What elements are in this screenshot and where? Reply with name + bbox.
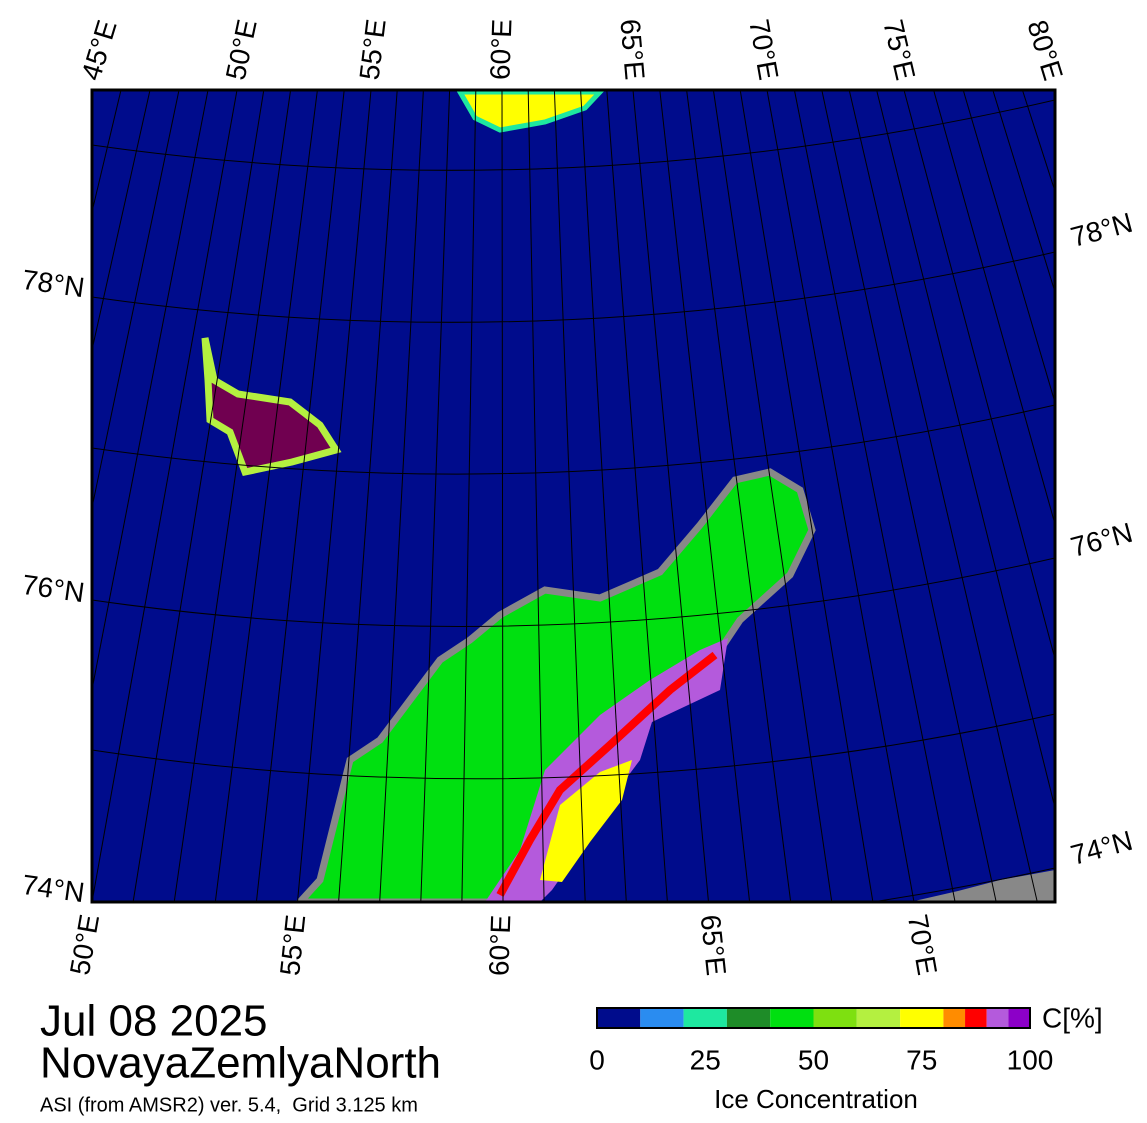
lat-label: 76°N — [1067, 517, 1135, 563]
colorbar-bin — [1008, 1008, 1030, 1028]
land-gray — [910, 870, 1055, 902]
date: Jul 08 2025 — [40, 997, 268, 1046]
lat-label: 78°N — [1067, 207, 1135, 253]
lon-label: 70°E — [902, 912, 943, 977]
parallel — [92, 557, 1055, 627]
colorbar: 0 25 50 75 100 — [589, 1007, 1054, 1075]
colorbar-tick-label: 0 — [589, 1044, 605, 1075]
meridian — [338, 90, 398, 902]
colorbar-bin — [597, 1008, 641, 1028]
meridian — [962, 90, 1055, 405]
lon-label: 65°E — [695, 913, 732, 977]
meridian — [793, 90, 956, 902]
meridian — [461, 90, 477, 902]
lon-label: 70°E — [743, 17, 784, 82]
colorbar-bin — [965, 1008, 987, 1028]
meridian — [659, 90, 751, 902]
meridian — [92, 90, 180, 510]
meridian — [255, 90, 345, 902]
parallel — [92, 867, 1055, 902]
meridian — [92, 90, 238, 902]
colorbar-tick-label: 25 — [690, 1044, 721, 1075]
meridian — [821, 90, 997, 902]
meridian — [848, 90, 1038, 902]
lat-label: 74°N — [1067, 825, 1135, 871]
lon-label: 50°E — [220, 17, 263, 83]
colorbar-bin — [640, 1008, 684, 1028]
lon-label: 45°E — [75, 16, 122, 83]
colorbar-bin — [856, 1008, 901, 1028]
meridian — [686, 90, 792, 902]
meridian — [553, 90, 586, 902]
meridian — [766, 90, 915, 902]
lon-label: 55°E — [354, 17, 392, 81]
parallel — [92, 99, 1055, 171]
lon-label: 75°E — [877, 17, 921, 83]
lon-label: 65°E — [614, 18, 650, 82]
meridian — [379, 90, 424, 902]
colorbar-unit: C[%] — [1042, 1002, 1103, 1033]
meridian — [580, 90, 627, 902]
lon-label: 80°E — [1021, 16, 1068, 83]
colorbar-label: Ice Concentration — [714, 1084, 918, 1114]
source: ASI (from AMSR2) ver. 5.4, Grid 3.125 km — [40, 1094, 418, 1116]
meridian — [297, 90, 372, 902]
ice-band-core — [496, 651, 718, 897]
meridian — [420, 90, 451, 902]
meridian — [92, 90, 93, 93]
meridian — [132, 90, 265, 902]
meridian — [992, 90, 1055, 294]
meridian — [606, 90, 668, 902]
colorbar-bin — [813, 1008, 857, 1028]
colorbar-bin — [770, 1008, 814, 1028]
meridian — [876, 90, 1055, 810]
lon-label: 50°E — [64, 912, 105, 977]
colorbar-bin — [943, 1008, 966, 1028]
colorbar-bin — [900, 1008, 944, 1028]
parallel — [92, 404, 1055, 475]
parallel — [92, 251, 1055, 323]
meridian — [501, 90, 504, 902]
lat-label: 76°N — [20, 569, 86, 608]
meridian — [173, 90, 292, 902]
colorbar-tick-label: 50 — [798, 1044, 829, 1075]
colorbar-frame — [596, 1007, 1031, 1029]
island — [201, 337, 342, 477]
lat-label: 74°N — [20, 869, 86, 908]
meridian — [92, 90, 209, 693]
meridian — [214, 90, 318, 902]
ice-band-yellow — [540, 760, 632, 882]
region: NovayaZemlyaNorth — [40, 1039, 441, 1088]
meridian — [903, 90, 1055, 661]
meridian — [632, 90, 709, 902]
meridian — [527, 90, 545, 902]
colorbar-bin — [726, 1008, 771, 1028]
map — [92, 90, 1055, 902]
meridian — [739, 90, 874, 902]
meridian — [712, 90, 833, 902]
parallel — [92, 713, 1055, 780]
lat-label: 78°N — [20, 264, 86, 303]
lon-label: 60°E — [484, 18, 517, 80]
graticule — [92, 90, 1055, 902]
colorbar-tick-label: 100 — [1007, 1044, 1054, 1075]
lon-label: 60°E — [483, 914, 516, 976]
map-frame — [90, 88, 1057, 904]
meridian — [92, 90, 151, 353]
colorbar-bin — [986, 1008, 1009, 1028]
colorbar-bin — [683, 1008, 727, 1028]
meridian — [933, 90, 1055, 527]
colorbar-tick-label: 75 — [906, 1044, 937, 1075]
lon-label: 55°E — [274, 913, 311, 977]
